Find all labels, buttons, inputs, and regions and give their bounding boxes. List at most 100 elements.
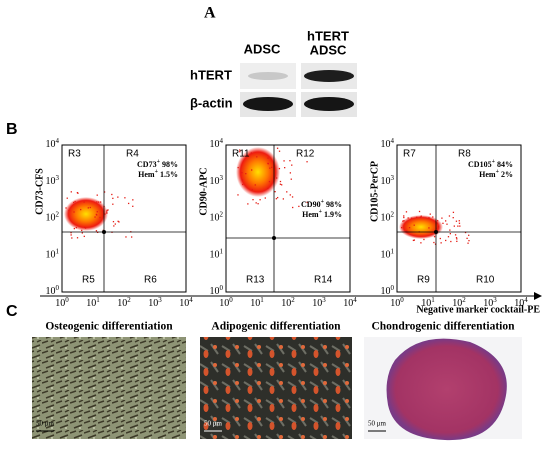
- annotation-name: CD90: [301, 200, 321, 209]
- tick-base: 10: [281, 298, 291, 309]
- event: [405, 211, 408, 213]
- event: [107, 209, 109, 211]
- event: [435, 227, 438, 229]
- event: [98, 201, 100, 203]
- event: [276, 177, 278, 179]
- event: [264, 197, 266, 199]
- event: [127, 202, 130, 205]
- tick-exponent: 4: [391, 137, 395, 145]
- quadrant-label: R8: [458, 149, 471, 160]
- annotation-sup: +: [319, 209, 323, 215]
- event: [71, 237, 73, 239]
- y-tick-label: 104: [210, 137, 224, 151]
- event: [441, 217, 443, 219]
- panel-letter: B: [6, 121, 18, 138]
- event: [87, 207, 89, 209]
- event: [455, 220, 458, 222]
- event: [125, 236, 127, 238]
- event: [70, 191, 72, 193]
- annotation-sup: +: [155, 169, 159, 175]
- event: [83, 226, 86, 228]
- event: [442, 222, 444, 224]
- event: [114, 223, 116, 225]
- event: [267, 162, 269, 165]
- event: [466, 237, 468, 240]
- event: [437, 226, 439, 228]
- y-tick-label: 101: [46, 247, 60, 261]
- event: [255, 202, 257, 204]
- scale-label: 50 μm: [36, 420, 55, 428]
- annotation: CD90+ 98%: [301, 199, 342, 208]
- y-tick-label: 102: [210, 210, 224, 224]
- tick-base: 10: [210, 286, 220, 297]
- tick-exponent: 4: [524, 296, 528, 304]
- tick-base: 10: [421, 298, 431, 309]
- annotation: Hem+ 1.9%: [302, 209, 342, 218]
- image-title: Osteogenic differentiation: [45, 321, 173, 333]
- event: [74, 200, 76, 203]
- event: [267, 187, 269, 190]
- event: [428, 217, 430, 219]
- annotation-value: 1.9%: [324, 210, 342, 219]
- micrograph: [200, 337, 352, 439]
- event: [112, 220, 115, 223]
- tick-exponent: 2: [56, 210, 60, 218]
- tick-base: 10: [483, 298, 493, 309]
- tick-base: 10: [46, 213, 56, 224]
- row-label: β-actin: [190, 95, 233, 110]
- event: [279, 183, 282, 185]
- tick-exponent: 4: [353, 296, 357, 304]
- column-label: ADSC: [310, 42, 347, 57]
- scale-label: 50 μm: [368, 420, 387, 428]
- event: [406, 230, 408, 232]
- tick-exponent: 1: [391, 247, 395, 255]
- quadrant-label: R7: [403, 149, 416, 160]
- event: [413, 224, 415, 226]
- event: [132, 199, 134, 201]
- event: [429, 213, 431, 215]
- annotation-name: CD73: [137, 160, 157, 169]
- x-tick-label: 101: [250, 296, 264, 310]
- image-title: Chondrogenic differentiation: [371, 321, 515, 333]
- y-tick-label: 100: [210, 284, 224, 298]
- event: [447, 236, 450, 238]
- tick-exponent: 2: [291, 296, 295, 304]
- tick-exponent: 2: [462, 296, 466, 304]
- annotation-name: Hem: [302, 210, 319, 219]
- event: [433, 236, 436, 238]
- event: [106, 209, 108, 212]
- event: [444, 220, 447, 222]
- event: [291, 196, 294, 198]
- y-tick-label: 103: [46, 173, 60, 187]
- event: [96, 211, 98, 213]
- x-tick-label: 103: [148, 296, 162, 310]
- y-axis-label: CD105-PerCP: [369, 161, 380, 222]
- event: [130, 236, 133, 238]
- event: [456, 240, 458, 243]
- event-density: [236, 147, 280, 197]
- event: [80, 208, 82, 211]
- event: [306, 201, 308, 203]
- event: [291, 164, 293, 166]
- tick-base: 10: [117, 298, 127, 309]
- event: [289, 160, 291, 162]
- event: [124, 197, 126, 199]
- event: [402, 220, 404, 222]
- event: [132, 205, 134, 207]
- event-density: [399, 215, 443, 239]
- event: [106, 212, 108, 214]
- tick-exponent: 1: [260, 296, 264, 304]
- event: [432, 216, 434, 218]
- annotation-value: 2%: [501, 170, 513, 179]
- event: [416, 216, 418, 218]
- tick-exponent: 1: [220, 247, 224, 255]
- row-label: hTERT: [190, 67, 232, 82]
- event: [73, 211, 75, 213]
- y-tick-label: 104: [381, 137, 395, 151]
- event: [76, 191, 79, 194]
- tick-exponent: 1: [431, 296, 435, 304]
- event: [111, 193, 113, 196]
- tick-base: 10: [210, 139, 220, 150]
